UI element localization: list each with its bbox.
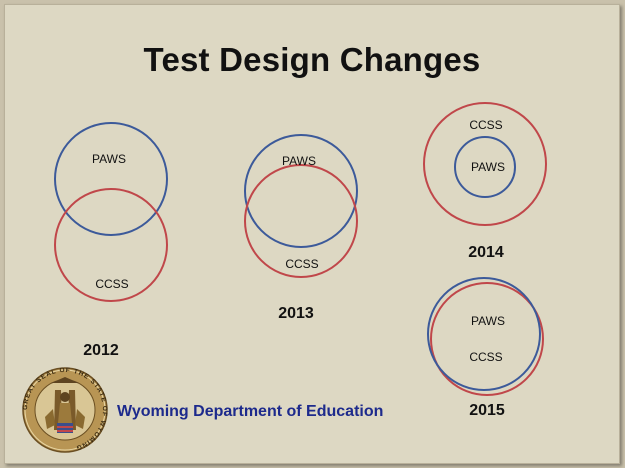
ccss-circle-2014	[423, 102, 547, 226]
year-label-2012: 2012	[83, 342, 119, 359]
wyoming-seal-logo: GREAT SEAL OF THE STATE OF WYOMING	[22, 367, 108, 453]
paws-label-2012: PAWS	[92, 152, 126, 166]
slide-title: Test Design Changes	[143, 41, 481, 78]
diagram-2015: PAWS CCSS 2015	[427, 277, 544, 419]
slide: Test Design Changes PAWS CCSS 2012 PAWS …	[4, 4, 620, 464]
ccss-circle-2012	[54, 188, 168, 302]
paws-label-2015: PAWS	[471, 314, 505, 328]
diagram-2014: CCSS PAWS 2014	[423, 102, 547, 261]
paws-label-2014: PAWS	[471, 160, 505, 174]
paws-circle-2012	[54, 122, 168, 236]
paws-circle-2013	[244, 134, 358, 248]
year-label-2014: 2014	[468, 244, 504, 261]
ccss-label-2014: CCSS	[469, 118, 502, 132]
ccss-label-2013: CCSS	[285, 257, 318, 271]
ccss-label-2015: CCSS	[469, 350, 502, 364]
ccss-circle-2013	[244, 164, 358, 278]
paws-circle-2015	[427, 277, 541, 391]
year-label-2013: 2013	[278, 305, 314, 322]
paws-label-2013: PAWS	[282, 154, 316, 168]
ccss-label-2012: CCSS	[95, 277, 128, 291]
venn-diagrams: PAWS CCSS 2012 PAWS CCSS 2013 CCSS PAWS …	[22, 102, 547, 453]
year-label-2015: 2015	[469, 402, 505, 419]
ccss-circle-2015	[430, 282, 544, 396]
diagram-2012: PAWS CCSS 2012	[54, 122, 168, 359]
paws-circle-2014	[454, 136, 516, 198]
department-name: Wyoming Department of Education	[117, 403, 384, 420]
diagram-2013: PAWS CCSS 2013	[244, 134, 358, 322]
